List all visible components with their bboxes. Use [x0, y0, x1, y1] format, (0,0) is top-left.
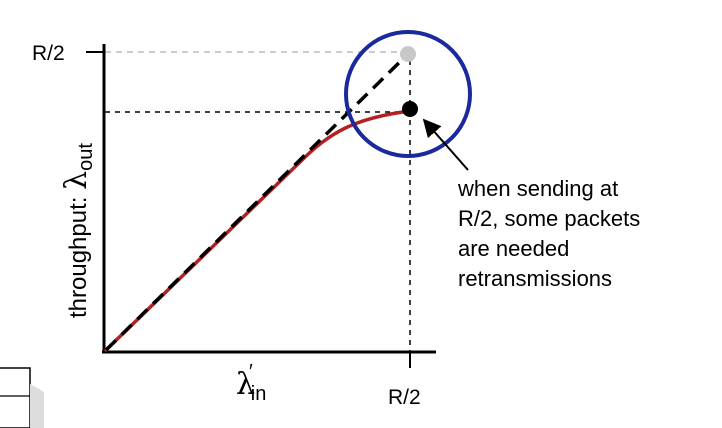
y-axis-title: throughput: λout: [59, 143, 97, 318]
annotation-line: retransmissions: [458, 266, 612, 291]
annotation-line: are needed: [458, 236, 569, 261]
lambda-symbol: λ: [236, 367, 255, 402]
actual-throughput-curve: [104, 109, 412, 352]
actual-point: [402, 101, 418, 117]
lambda-symbol: λ: [59, 171, 94, 190]
annotation-text: when sending at R/2, some packets are ne…: [457, 176, 646, 291]
y-tick-label: R/2: [32, 42, 65, 65]
x-axis-title: λ′ in: [236, 361, 266, 405]
annotation-line: when sending at: [457, 176, 618, 201]
ideal-point: [400, 46, 416, 62]
arrow-icon: [422, 118, 469, 171]
circle-highlight-icon: [344, 30, 472, 158]
ideal-throughput-line: [104, 52, 410, 352]
page-corner-decoration: [0, 367, 44, 428]
x-tick-label: R/2: [388, 386, 421, 409]
annotation-line: R/2, some packets: [458, 206, 640, 231]
